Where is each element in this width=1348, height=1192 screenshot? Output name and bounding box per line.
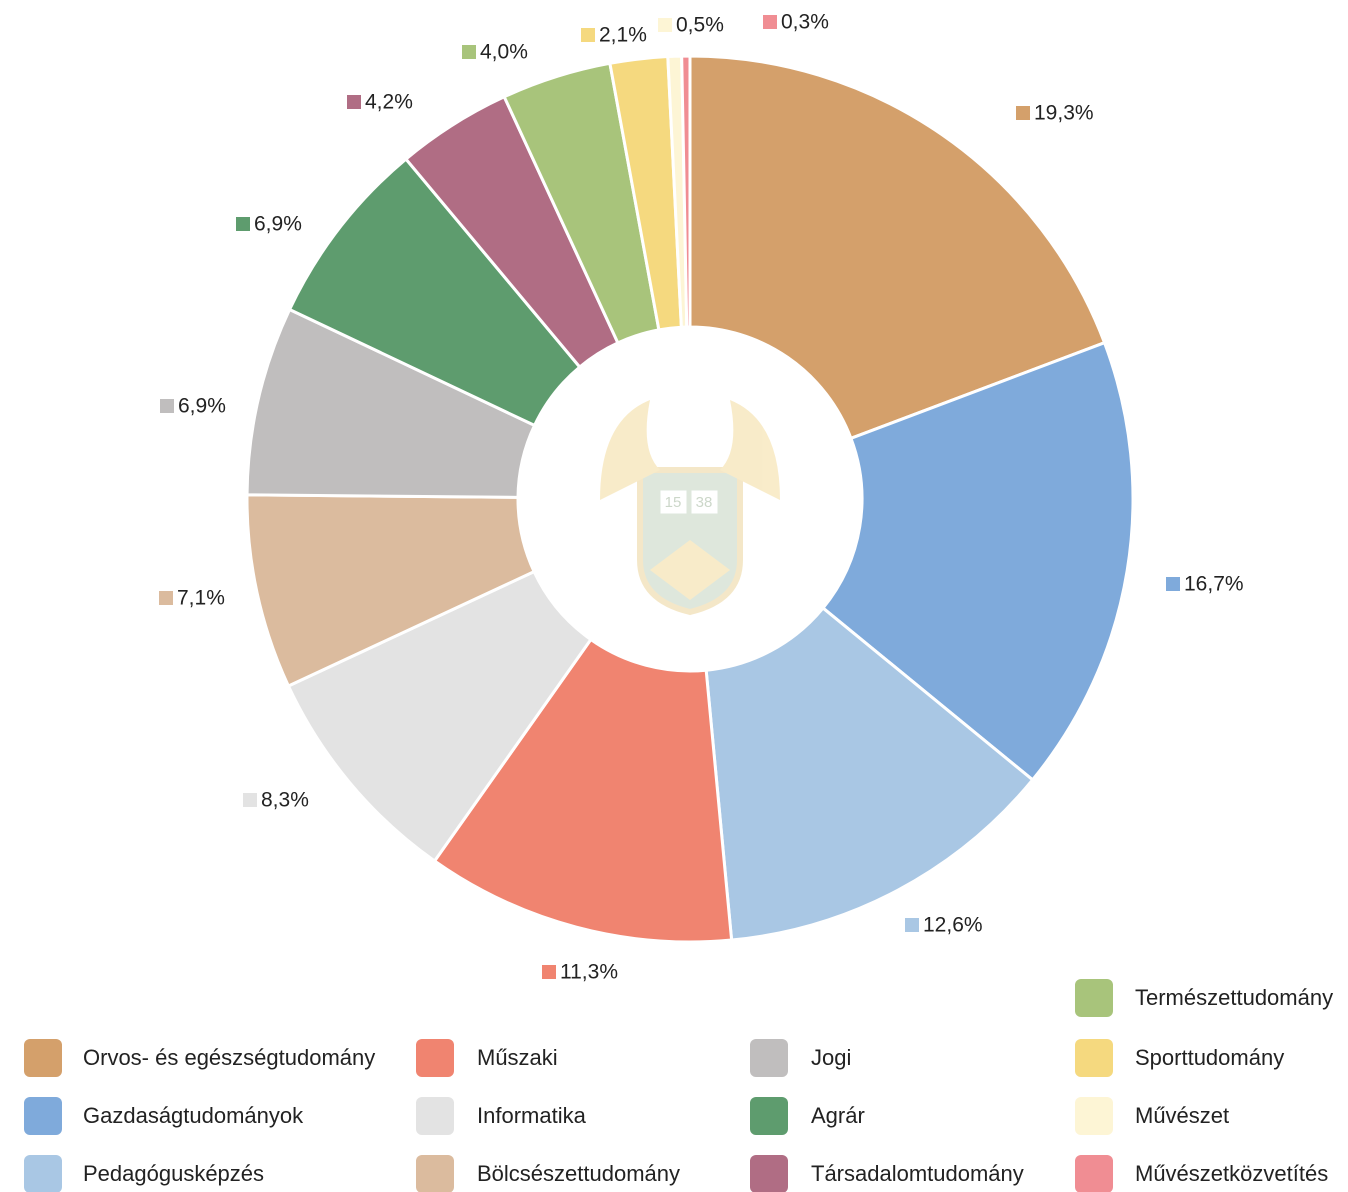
slice [688, 54, 1107, 441]
legend-swatch [416, 1097, 454, 1135]
legend-label: Művészet [1135, 1103, 1229, 1128]
legend-swatch [24, 1155, 62, 1192]
label-swatch [581, 28, 595, 42]
legend-swatch [1075, 1039, 1113, 1077]
donut [245, 54, 1135, 944]
label-swatch [160, 399, 174, 413]
slice [432, 637, 734, 944]
legend-label: Sporttudomány [1135, 1045, 1284, 1070]
legend-label: Informatika [477, 1103, 587, 1128]
value-label: 8,3% [261, 789, 309, 812]
logo: 15 38 [600, 400, 780, 616]
value-label: 6,9% [178, 395, 226, 418]
value-label: 4,2% [365, 91, 413, 114]
label-swatch [542, 965, 556, 979]
legend-swatch [24, 1039, 62, 1077]
value-label: 12,6% [923, 914, 983, 937]
value-label: 11,3% [560, 961, 618, 984]
legend-swatch [1075, 1097, 1113, 1135]
value-label: 16,7% [1184, 573, 1244, 596]
legend-label: Bölcsészettudomány [477, 1161, 680, 1186]
value-label: 2,1% [599, 24, 647, 47]
slice [680, 54, 692, 329]
value-label: 0,5% [676, 14, 724, 37]
logo-text: 15 [665, 494, 682, 511]
slice [704, 605, 1035, 942]
logo-text: 38 [696, 494, 713, 511]
legend-swatch [24, 1097, 62, 1135]
label-swatch [236, 217, 250, 231]
legend-swatch [750, 1039, 788, 1077]
legend-swatch [416, 1155, 454, 1192]
legend-swatch [1075, 1155, 1113, 1192]
legend-label: Pedagógusképzés [83, 1161, 264, 1186]
label-swatch [462, 45, 476, 59]
value-label: 4,0% [480, 41, 528, 64]
legend-swatch [750, 1097, 788, 1135]
value-label: 7,1% [177, 587, 225, 610]
value-label: 19,3% [1034, 102, 1094, 125]
label-swatch [159, 591, 173, 605]
label-swatch [1166, 577, 1180, 591]
slice [286, 569, 593, 864]
legend-label: Orvos- és egészségtudomány [83, 1045, 375, 1070]
legend-label: Természettudomány [1135, 985, 1333, 1010]
legend-swatch [416, 1039, 454, 1077]
label-swatch [243, 793, 257, 807]
value-label: 0,3% [781, 11, 829, 34]
legend-swatch [1075, 979, 1113, 1017]
label-swatch [763, 15, 777, 29]
legend-label: Agrár [811, 1103, 865, 1128]
label-swatch [1016, 106, 1030, 120]
legend-label: Műszaki [477, 1045, 558, 1070]
legend-swatch [750, 1155, 788, 1192]
legend-label: Gazdaságtudományok [83, 1103, 304, 1128]
value-label: 6,9% [254, 213, 302, 236]
label-swatch [658, 18, 672, 32]
label-swatch [347, 95, 361, 109]
legend-label: Jogi [811, 1045, 851, 1070]
legend-label: Társadalomtudomány [811, 1161, 1024, 1186]
label-swatch [905, 918, 919, 932]
legend-label: Művészetközvetítés [1135, 1161, 1328, 1186]
